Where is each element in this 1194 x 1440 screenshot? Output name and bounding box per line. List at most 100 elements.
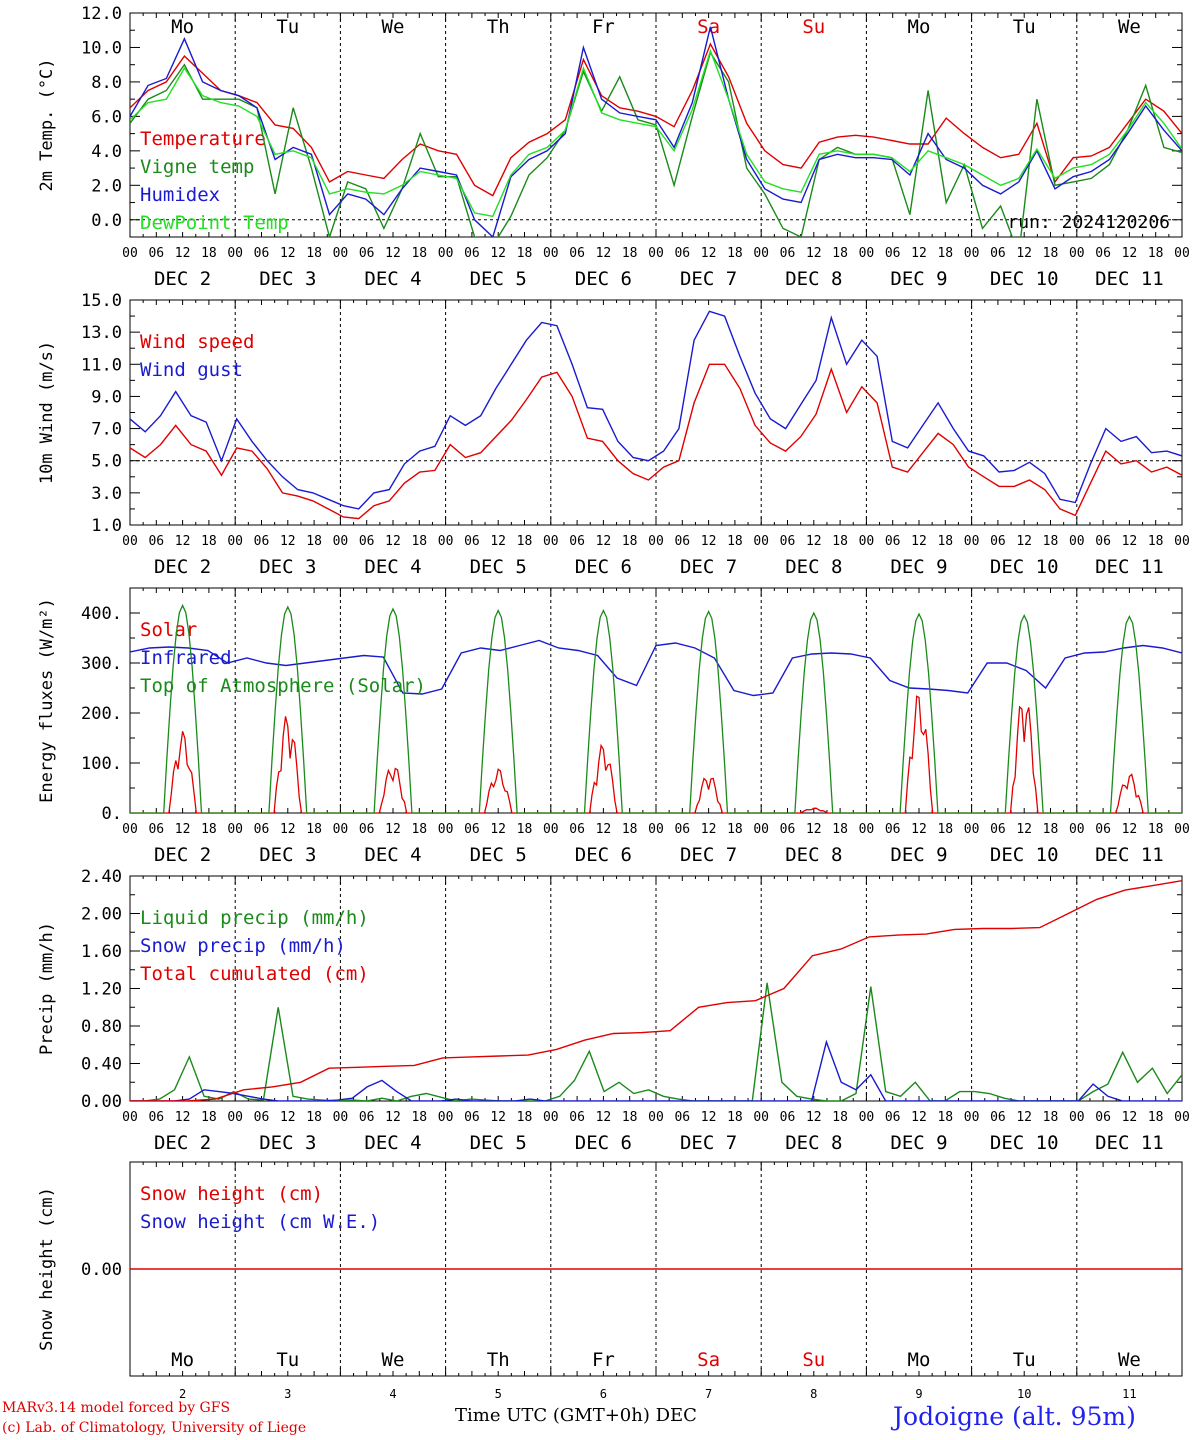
temp-legend-1: Vigne temp: [140, 156, 254, 178]
energy-frame: [129, 587, 1183, 814]
temp-series-temperature: [130, 42, 1182, 197]
precip-hour-label: 18: [306, 1110, 322, 1125]
wind-hour-label: 00: [333, 534, 349, 549]
energy-series-solar: [130, 695, 1182, 813]
temp-hour-label: 12: [911, 246, 927, 261]
temp-hour-label: 00: [543, 246, 559, 261]
energy-hour-label: 00: [1174, 822, 1190, 837]
wind-frame: [129, 299, 1183, 526]
snow-day-number: 10: [1017, 1387, 1031, 1401]
precip-hour-label: 18: [727, 1110, 743, 1125]
snow-weekday-label: We: [1118, 1349, 1141, 1371]
precip-series-total-cumulated-cm: [130, 880, 1182, 1101]
temp-day-label: DEC 7: [680, 268, 737, 290]
precip-hour-label: 00: [753, 1110, 769, 1125]
energy-ytick-label: 200.: [81, 704, 122, 724]
energy-hour-label: 00: [753, 822, 769, 837]
snow-ylabel: Snow height (cm): [37, 1187, 57, 1351]
energy-ytick-label: 100.: [81, 754, 122, 774]
wind-ytick-label: 9.0: [91, 387, 122, 407]
temp-weekday-label: Mo: [908, 16, 931, 38]
precip-hour-label: 00: [964, 1110, 980, 1125]
snow-weekday-label: Tu: [276, 1349, 299, 1371]
wind-hour-label: 12: [911, 534, 927, 549]
energy-hour-label: 18: [306, 822, 322, 837]
wind-legend-1: Wind gust: [140, 359, 243, 381]
temp-hour-label: 06: [1095, 246, 1111, 261]
snow-day-number: 5: [495, 1387, 502, 1401]
energy-hour-label: 18: [727, 822, 743, 837]
run-label: run: 2024120206: [1007, 212, 1170, 233]
wind-day-label: DEC 3: [259, 556, 316, 578]
temp-hour-label: 12: [596, 246, 612, 261]
energy-day-label: DEC 10: [990, 844, 1059, 866]
precip-ytick-label: 1.20: [81, 980, 122, 1000]
wind-hour-label: 12: [175, 534, 191, 549]
energy-hour-label: 00: [859, 822, 875, 837]
energy-hour-label: 00: [122, 822, 138, 837]
energy-hour-label: 06: [148, 822, 164, 837]
wind-ylabel: 10m Wind (m/s): [37, 341, 57, 484]
precip-legend-2: Total cumulated (cm): [140, 963, 369, 985]
precip-day-label: DEC 2: [154, 1132, 211, 1154]
precip-hour-label: 00: [648, 1110, 664, 1125]
precip-hour-label: 12: [490, 1110, 506, 1125]
snow-legend-0: Snow height (cm): [140, 1183, 323, 1205]
temp-hour-label: 00: [753, 246, 769, 261]
temp-hour-label: 06: [569, 246, 585, 261]
precip-hour-label: 12: [596, 1110, 612, 1125]
temp-hour-label: 00: [122, 246, 138, 261]
precip-hour-label: 00: [543, 1110, 559, 1125]
temp-day-label: DEC 9: [890, 268, 947, 290]
energy-hour-label: 12: [911, 822, 927, 837]
precip-hour-label: 18: [622, 1110, 638, 1125]
energy-hour-label: 18: [622, 822, 638, 837]
temp-day-label: DEC 2: [154, 268, 211, 290]
snow-ytick-label: 0.00: [81, 1260, 122, 1280]
energy-hour-label: 12: [701, 822, 717, 837]
temp-hour-label: 00: [648, 246, 664, 261]
precip-hour-label: 06: [780, 1110, 796, 1125]
wind-hour-label: 12: [490, 534, 506, 549]
energy-hour-label: 06: [569, 822, 585, 837]
snow-day-number: 9: [915, 1387, 922, 1401]
wind-day-label: DEC 6: [575, 556, 632, 578]
energy-hour-label: 06: [990, 822, 1006, 837]
precip-hour-label: 06: [148, 1110, 164, 1125]
temp-hour-label: 18: [622, 246, 638, 261]
temp-hour-label: 18: [832, 246, 848, 261]
temp-weekday-label: Sa: [697, 16, 720, 38]
temp-hour-label: 12: [175, 246, 191, 261]
temp-ytick-label: 10.0: [81, 38, 122, 58]
precip-hour-label: 00: [1174, 1110, 1190, 1125]
energy-hour-label: 00: [438, 822, 454, 837]
wind-hour-label: 18: [411, 534, 427, 549]
energy-legend-0: Solar: [140, 619, 197, 641]
wind-hour-label: 00: [1069, 534, 1085, 549]
temp-legend-3: DewPoint Temp: [140, 212, 289, 234]
energy-day-label: DEC 8: [785, 844, 842, 866]
temp-hour-label: 00: [333, 246, 349, 261]
precip-day-label: DEC 7: [680, 1132, 737, 1154]
precip-series-liquid-precip-mm-h: [130, 982, 1182, 1101]
temp-hour-label: 12: [701, 246, 717, 261]
wind-day-label: DEC 9: [890, 556, 947, 578]
energy-day-label: DEC 4: [364, 844, 421, 866]
wind-hour-label: 18: [832, 534, 848, 549]
temp-day-label: DEC 11: [1095, 268, 1164, 290]
temp-hour-label: 00: [859, 246, 875, 261]
wind-hour-label: 06: [254, 534, 270, 549]
energy-day-label: DEC 7: [680, 844, 737, 866]
energy-hour-label: 18: [201, 822, 217, 837]
wind-hour-label: 12: [1016, 534, 1032, 549]
wind-hour-label: 06: [148, 534, 164, 549]
energy-hour-label: 06: [885, 822, 901, 837]
energy-hour-label: 12: [490, 822, 506, 837]
energy-hour-label: 18: [937, 822, 953, 837]
snow-day-number: 7: [705, 1387, 712, 1401]
wind-day-label: DEC 10: [990, 556, 1059, 578]
energy-day-label: DEC 11: [1095, 844, 1164, 866]
snow-day-number: 4: [389, 1387, 396, 1401]
energy-hour-label: 18: [1148, 822, 1164, 837]
precip-day-label: DEC 3: [259, 1132, 316, 1154]
